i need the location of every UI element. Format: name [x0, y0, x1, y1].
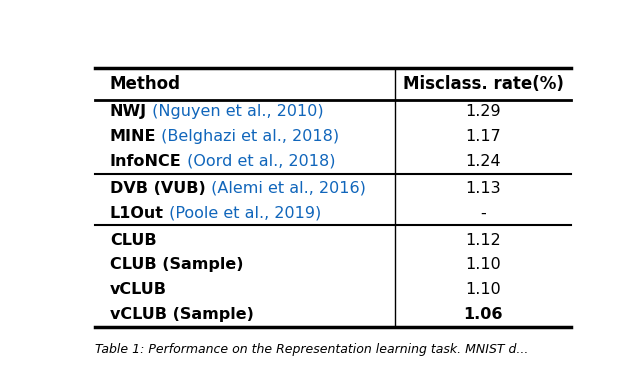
Text: 1.24: 1.24	[465, 154, 501, 169]
Text: CLUB: CLUB	[110, 233, 156, 248]
Text: Method: Method	[110, 75, 180, 93]
Text: 1.13: 1.13	[465, 181, 501, 196]
Text: (Nguyen et al., 2010): (Nguyen et al., 2010)	[147, 104, 323, 120]
Text: (Alemi et al., 2016): (Alemi et al., 2016)	[205, 181, 365, 196]
Text: MINE: MINE	[110, 129, 156, 144]
Text: (Oord et al., 2018): (Oord et al., 2018)	[182, 154, 335, 169]
Text: vCLUB (Sample): vCLUB (Sample)	[110, 307, 253, 322]
Text: CLUB (Sample): CLUB (Sample)	[110, 257, 243, 273]
Text: (Poole et al., 2019): (Poole et al., 2019)	[164, 206, 321, 221]
Text: vCLUB: vCLUB	[110, 282, 167, 297]
Text: Misclass. rate(%): Misclass. rate(%)	[403, 75, 563, 93]
Text: -: -	[480, 206, 486, 221]
Text: L1Out: L1Out	[110, 206, 164, 221]
Text: DVB (VUB): DVB (VUB)	[110, 181, 205, 196]
Text: InfoNCE: InfoNCE	[110, 154, 182, 169]
Text: 1.10: 1.10	[465, 257, 501, 273]
Text: NWJ: NWJ	[110, 104, 147, 120]
Text: 1.17: 1.17	[465, 129, 501, 144]
Text: 1.12: 1.12	[465, 233, 501, 248]
Text: (Belghazi et al., 2018): (Belghazi et al., 2018)	[156, 129, 339, 144]
Text: 1.29: 1.29	[465, 104, 501, 120]
Text: 1.10: 1.10	[465, 282, 501, 297]
Text: Table 1: Performance on the Representation learning task. MNIST d...: Table 1: Performance on the Representati…	[95, 343, 528, 356]
Text: 1.06: 1.06	[463, 307, 503, 322]
